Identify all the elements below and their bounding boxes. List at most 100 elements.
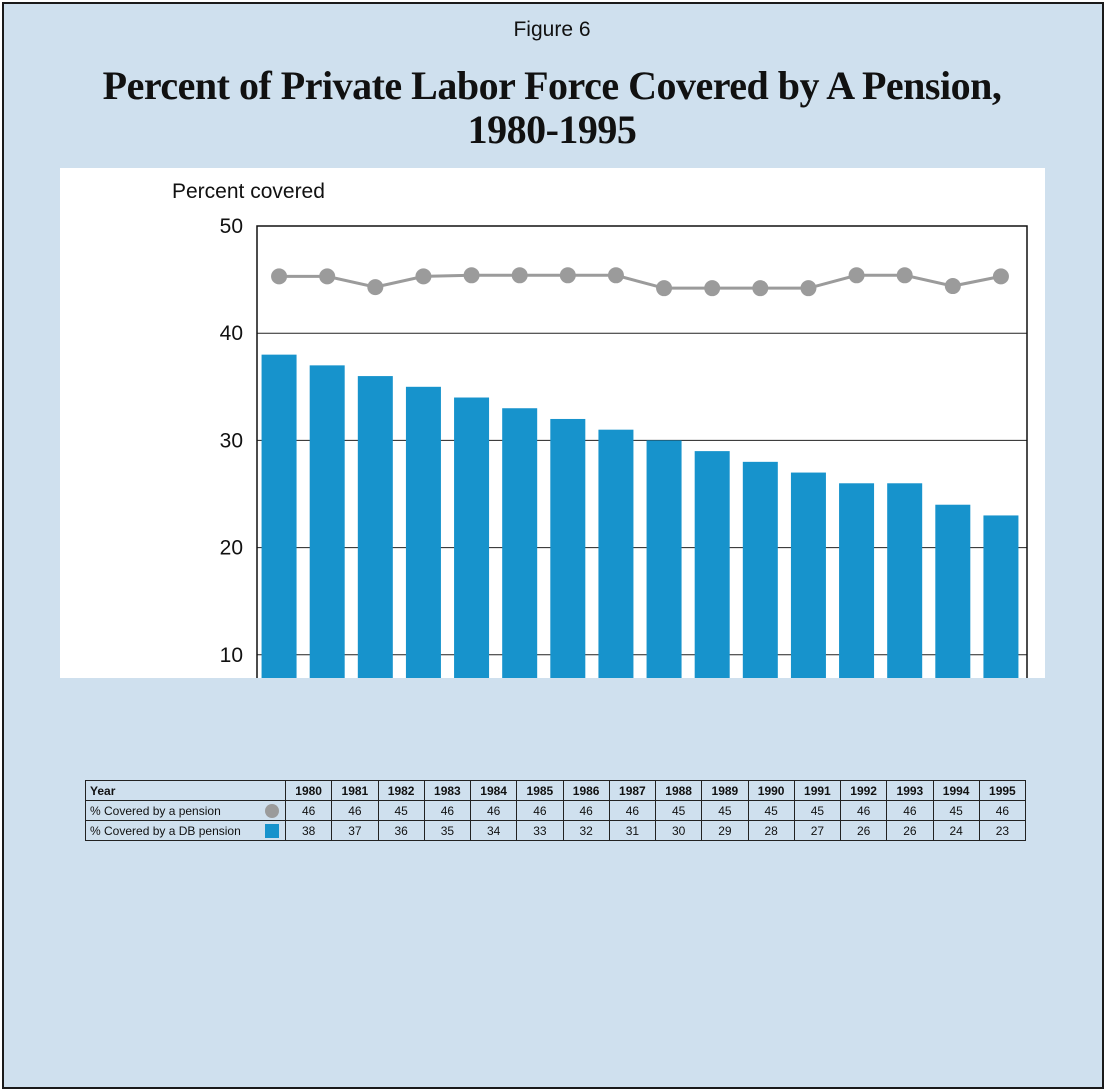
year-cell-1988: 1988 bbox=[654, 780, 703, 801]
pension-cell-1986: 46 bbox=[562, 800, 610, 821]
bar-1990 bbox=[742, 461, 778, 678]
db-pension-cell-1993: 26 bbox=[886, 820, 934, 841]
db-pension-cell-1985: 33 bbox=[516, 820, 564, 841]
year-cell-1986: 1986 bbox=[562, 780, 610, 801]
db-pension-cell-1991: 27 bbox=[793, 820, 842, 841]
pension-point-1985 bbox=[511, 267, 528, 284]
pension-point-1983 bbox=[415, 268, 432, 285]
plot-border bbox=[256, 225, 1028, 678]
year-cell-1981: 1981 bbox=[331, 780, 379, 801]
db-pension-cell-1994: 24 bbox=[932, 820, 980, 841]
db-pension-cell-1986: 32 bbox=[562, 820, 610, 841]
table-row-year: Year 1980 1981 1982 1983 1984 1985 1986 1987 198… bbox=[85, 780, 1027, 801]
year-cell-1995: 1995 bbox=[978, 780, 1027, 801]
bar-1984 bbox=[454, 397, 490, 678]
data-table: Year 1980 1981 1982 1983 1984 1985 1986 1987 198… bbox=[85, 780, 1027, 841]
y-tick-label-50: 50 bbox=[220, 215, 243, 238]
pension-point-1982 bbox=[367, 279, 384, 296]
bar-1992 bbox=[839, 483, 875, 678]
pension-point-1988 bbox=[656, 280, 673, 297]
bar-1981 bbox=[309, 365, 345, 678]
db-legend-square-icon bbox=[265, 824, 279, 838]
pension-point-1992 bbox=[848, 267, 865, 284]
year-cell-1980: 1980 bbox=[284, 780, 333, 801]
bar-1982 bbox=[357, 376, 393, 678]
pension-cell-1989: 45 bbox=[701, 800, 749, 821]
title-line-2: 1980-1995 bbox=[467, 107, 637, 152]
db-pension-cell-1989: 29 bbox=[701, 820, 749, 841]
db-pension-cell-1982: 36 bbox=[377, 820, 425, 841]
bar-1986 bbox=[550, 418, 586, 678]
bar-1995 bbox=[983, 515, 1019, 678]
db-pension-cell-1984: 34 bbox=[469, 820, 518, 841]
y-tick-label-20: 20 bbox=[220, 537, 243, 560]
pension-point-1984 bbox=[463, 267, 480, 284]
pension-point-1990 bbox=[752, 280, 769, 297]
db-row-header: % Covered by a DB pension bbox=[85, 820, 286, 841]
bar-1983 bbox=[405, 386, 441, 678]
year-cell-1990: 1990 bbox=[747, 780, 795, 801]
year-cell-1982: 1982 bbox=[377, 780, 425, 801]
chart-panel: 01020304050Percent covered bbox=[60, 168, 1045, 678]
pension-cell-1994: 45 bbox=[932, 800, 980, 821]
year-header: Year bbox=[85, 780, 286, 801]
pension-cell-1984: 46 bbox=[469, 800, 518, 821]
pension-point-1987 bbox=[607, 267, 624, 284]
pension-row-label: % Covered by a pension bbox=[90, 803, 221, 818]
bar-1980 bbox=[261, 354, 297, 678]
y-tick-label-30: 30 bbox=[220, 429, 243, 452]
pension-point-1989 bbox=[704, 280, 721, 297]
pension-cell-1993: 46 bbox=[886, 800, 934, 821]
pension-line bbox=[279, 273, 1002, 290]
bar-1989 bbox=[694, 451, 730, 678]
bar-1994 bbox=[935, 504, 971, 678]
year-cell-1989: 1989 bbox=[701, 780, 749, 801]
table-row-db-pension: % Covered by a DB pension 38 37 36 35 34 33 32… bbox=[85, 820, 1027, 841]
pension-cell-1991: 45 bbox=[793, 800, 842, 821]
pension-cell-1995: 46 bbox=[978, 800, 1027, 821]
year-cell-1985: 1985 bbox=[516, 780, 564, 801]
pension-cell-1988: 45 bbox=[654, 800, 703, 821]
pension-point-1995 bbox=[992, 268, 1009, 285]
db-pension-cell-1983: 35 bbox=[423, 820, 472, 841]
chart-title: Percent of Private Labor Force Covered b… bbox=[60, 64, 1044, 152]
db-pension-cell-1995: 23 bbox=[978, 820, 1027, 841]
pension-legend-dot-icon bbox=[265, 804, 279, 818]
year-cell-1983: 1983 bbox=[423, 780, 472, 801]
pension-cell-1980: 46 bbox=[284, 800, 333, 821]
pension-cell-1987: 46 bbox=[608, 800, 657, 821]
pension-row-header: % Covered by a pension bbox=[85, 800, 286, 821]
bar-1988 bbox=[646, 440, 682, 678]
year-cell-1992: 1992 bbox=[839, 780, 888, 801]
year-cell-1991: 1991 bbox=[793, 780, 842, 801]
pension-cell-1992: 46 bbox=[839, 800, 888, 821]
chart-area: 01020304050Percent covered bbox=[172, 180, 1028, 678]
db-pension-cell-1980: 38 bbox=[284, 820, 333, 841]
db-pension-cell-1988: 30 bbox=[654, 820, 703, 841]
pension-point-1991 bbox=[800, 280, 817, 297]
pension-point-1994 bbox=[944, 278, 961, 295]
year-cell-1994: 1994 bbox=[932, 780, 980, 801]
pension-cell-1990: 45 bbox=[747, 800, 795, 821]
db-pension-cell-1992: 26 bbox=[839, 820, 888, 841]
pension-cell-1981: 46 bbox=[331, 800, 379, 821]
y-axis-label: Percent covered bbox=[172, 180, 325, 203]
db-row-label: % Covered by a DB pension bbox=[90, 823, 241, 838]
year-cell-1984: 1984 bbox=[469, 780, 518, 801]
pension-cell-1982: 45 bbox=[377, 800, 425, 821]
pension-cell-1985: 46 bbox=[516, 800, 564, 821]
y-tick-label-10: 10 bbox=[220, 644, 243, 667]
pension-point-1986 bbox=[559, 267, 576, 284]
pension-point-1993 bbox=[896, 267, 913, 284]
figure-label: Figure 6 bbox=[513, 18, 591, 41]
bar-1993 bbox=[887, 483, 923, 678]
year-cell-1993: 1993 bbox=[886, 780, 934, 801]
pension-point-1980 bbox=[271, 268, 288, 285]
y-tick-label-40: 40 bbox=[220, 322, 243, 345]
db-pension-cell-1987: 31 bbox=[608, 820, 657, 841]
bar-1987 bbox=[598, 429, 634, 678]
pension-cell-1983: 46 bbox=[423, 800, 472, 821]
title-line-1: Percent of Private Labor Force Covered b… bbox=[102, 63, 1002, 108]
bar-1985 bbox=[502, 408, 538, 678]
table-row-pension: % Covered by a pension 46 46 45 46 46 46 46 46 4… bbox=[85, 800, 1027, 821]
